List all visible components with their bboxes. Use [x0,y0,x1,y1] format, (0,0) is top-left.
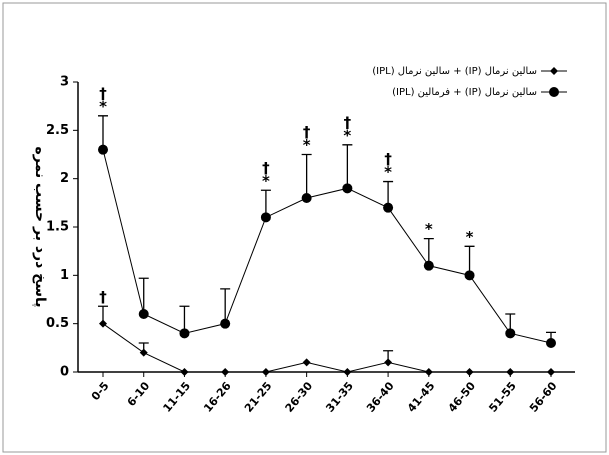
series-line [102,149,552,344]
diamond-marker [180,368,189,376]
significance-mark: * [384,163,392,181]
x-tick-label: 41-45 [405,380,438,415]
circle-marker [220,318,231,329]
diamond-marker [384,358,393,367]
x-tick-label: 21-25 [242,380,275,415]
circle-marker [138,309,149,319]
circle-marker [98,144,108,155]
significance-mark: * [425,220,433,238]
circle-marker [464,270,475,281]
y-tick-label: 3 [60,75,69,90]
x-tick-label: 6-10 [125,379,153,409]
circle-marker [546,338,556,348]
significance-mark: † [303,123,311,141]
error-bar [342,144,353,189]
y-tick-label: 1.5 [46,220,69,235]
x-tick-label: 16-26 [201,379,234,415]
y-tick-label: 2 [60,171,69,186]
error-bar [220,288,231,324]
significance-mark: † [384,150,392,168]
error-bar [138,277,149,314]
y-tick-label: 1 [60,268,69,283]
diamond-marker [424,368,433,376]
circle-marker [179,328,190,339]
x-tick-label: 46-50 [446,379,479,415]
significance-mark: † [344,113,352,131]
diamond-marker [99,319,107,328]
circle-marker [423,260,434,271]
significance-mark: * [262,172,270,190]
diamond-marker [302,358,311,367]
significance-mark: * [99,97,107,115]
diamond-marker [506,368,515,376]
circle-marker [505,328,516,339]
diamond-marker [261,368,270,376]
circle-marker [342,183,353,194]
diamond-marker [550,67,558,75]
significance-mark: † [99,84,107,102]
circle-marker [383,202,394,213]
circle-marker [260,212,271,223]
error-bar [301,153,312,198]
x-tick-label: 11-15 [160,380,193,415]
y-tick-label: 2.5 [46,123,69,138]
y-tick-label: 0 [60,365,69,380]
diamond-marker [139,348,148,357]
significance-mark: * [466,228,474,246]
diamond-marker [343,368,352,376]
legend-label: سالین نرمال (IP) + سالین نرمال (IPL) [372,66,537,77]
x-tick-label: 51-55 [486,380,519,415]
x-tick-label: 56-60 [527,379,560,415]
circle-marker [301,193,312,203]
significance-mark: * [303,136,311,154]
diamond-marker [221,368,230,376]
x-tick-label: 31-35 [323,380,356,415]
x-tick-label: 0-5 [89,380,112,404]
significance-mark: † [262,159,270,177]
y-tick-label: 0.5 [46,316,69,331]
significance-mark: † [99,288,107,306]
x-tick-label: 36-40 [364,379,397,415]
error-bar [98,115,108,150]
diamond-marker [547,368,555,376]
circle-marker [549,87,559,97]
legend-label: سالین نرمال (IP) + فرمالین (IPL) [392,87,537,98]
x-tick-label: 26-30 [283,379,316,415]
significance-mark: * [343,126,351,144]
y-axis-label: پاسخ درد بر حسب نمره [32,146,48,307]
series-line [102,323,551,373]
diamond-marker [465,368,474,376]
